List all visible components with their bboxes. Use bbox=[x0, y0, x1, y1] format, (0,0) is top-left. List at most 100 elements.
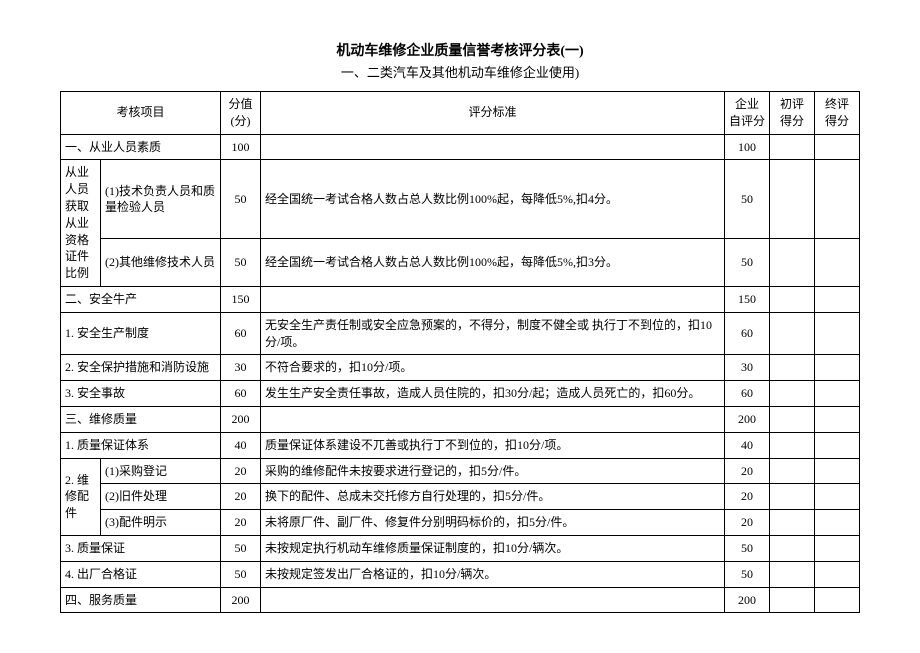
section1-r2-self: 50 bbox=[725, 239, 770, 287]
section3-r4-prelim bbox=[770, 561, 815, 587]
section3-r2c-sub: (3)配件明示 bbox=[101, 510, 221, 536]
section3-r4-item: 4. 出厂合格证 bbox=[61, 561, 221, 587]
section1-r1-prelim bbox=[770, 160, 815, 239]
section2-r1-score: 60 bbox=[221, 312, 261, 355]
section3-r2a-score: 20 bbox=[221, 458, 261, 484]
section2-r2-final bbox=[815, 355, 860, 381]
section3-r2c-self: 20 bbox=[725, 510, 770, 536]
section3-r2a-final bbox=[815, 458, 860, 484]
section1-title: 一、从业人员素质 bbox=[61, 134, 221, 160]
section2-r2: 2. 安全保护措施和消防设施 30 不符合要求的，扣10分/项。 30 bbox=[61, 355, 860, 381]
section3-r2a-self: 20 bbox=[725, 458, 770, 484]
section2-title: 二、安全牛产 bbox=[61, 286, 221, 312]
title-sub: 一、二类汽车及其他机动车维修企业使用) bbox=[60, 62, 860, 81]
section2-r1-final bbox=[815, 312, 860, 355]
section3-r3: 3. 质量保证 50 未按规定执行机动车维修质量保证制度的，扣10分/辆次。 5… bbox=[61, 535, 860, 561]
section1-self: 100 bbox=[725, 134, 770, 160]
section1-group: 从业人员获取从业资格证件比例 bbox=[61, 160, 101, 287]
section3-r4: 4. 出厂合格证 50 未按规定签发出厂合格证的，扣10分/辆次。 50 bbox=[61, 561, 860, 587]
section3-r4-score: 50 bbox=[221, 561, 261, 587]
section3-r1-score: 40 bbox=[221, 432, 261, 458]
section3-r4-final bbox=[815, 561, 860, 587]
section3-r3-criteria: 未按规定执行机动车维修质量保证制度的，扣10分/辆次。 bbox=[261, 535, 725, 561]
section3-r2c-score: 20 bbox=[221, 510, 261, 536]
section3-r2b-self: 20 bbox=[725, 484, 770, 510]
section1-r2-sub: (2)其他维修技术人员 bbox=[101, 239, 221, 287]
hdr-prelim: 初评 得分 bbox=[770, 92, 815, 135]
section2-score: 150 bbox=[221, 286, 261, 312]
section3-r2b-score: 20 bbox=[221, 484, 261, 510]
section1-r2-final bbox=[815, 239, 860, 287]
section3-r2c: (3)配件明示 20 未将原厂件、副厂件、修复件分别明码标价的，扣5分/件。 2… bbox=[61, 510, 860, 536]
section1-r1-criteria: 经全国统一考试合格人数占总人数比例100%起，每降低5%,扣4分。 bbox=[261, 160, 725, 239]
section3-r1-criteria: 质量保证体系建设不兀善或执行丁不到位的，扣10分/项。 bbox=[261, 432, 725, 458]
section3-r1-self: 40 bbox=[725, 432, 770, 458]
section1-r1-self: 50 bbox=[725, 160, 770, 239]
hdr-self: 企业 自评分 bbox=[725, 92, 770, 135]
section3-score: 200 bbox=[221, 406, 261, 432]
section2-r1-prelim bbox=[770, 312, 815, 355]
section2-r1-self: 60 bbox=[725, 312, 770, 355]
section3-r4-criteria: 未按规定签发出厂合格证的，扣10分/辆次。 bbox=[261, 561, 725, 587]
section3-r2c-criteria: 未将原厂件、副厂件、修复件分别明码标价的，扣5分/件。 bbox=[261, 510, 725, 536]
section4-title: 四、服务质量 bbox=[61, 587, 221, 613]
section1-final bbox=[815, 134, 860, 160]
section2-r2-criteria: 不符合要求的，扣10分/项。 bbox=[261, 355, 725, 381]
section2-r2-prelim bbox=[770, 355, 815, 381]
section3-r1: 1. 质量保证体系 40 质量保证体系建设不兀善或执行丁不到位的，扣10分/项。… bbox=[61, 432, 860, 458]
hdr-score: 分值(分) bbox=[221, 92, 261, 135]
section2-r3-final bbox=[815, 381, 860, 407]
section4-criteria bbox=[261, 587, 725, 613]
section3-final bbox=[815, 406, 860, 432]
section3-r2b-sub: (2)旧件处理 bbox=[101, 484, 221, 510]
section2-r2-item: 2. 安全保护措施和消防设施 bbox=[61, 355, 221, 381]
section2-header: 二、安全牛产 150 150 bbox=[61, 286, 860, 312]
section1-r2-criteria: 经全国统一考试合格人数占总人数比例100%起，每降低5%,扣3分。 bbox=[261, 239, 725, 287]
section3-r2c-final bbox=[815, 510, 860, 536]
section2-r3-self: 60 bbox=[725, 381, 770, 407]
section1-r2: (2)其他维修技术人员 50 经全国统一考试合格人数占总人数比例100%起，每降… bbox=[61, 239, 860, 287]
section3-criteria bbox=[261, 406, 725, 432]
section3-prelim bbox=[770, 406, 815, 432]
section3-r3-score: 50 bbox=[221, 535, 261, 561]
section2-r3-prelim bbox=[770, 381, 815, 407]
section3-r2c-prelim bbox=[770, 510, 815, 536]
section2-self: 150 bbox=[725, 286, 770, 312]
section2-r1: 1. 安全生产制度 60 无安全生产责任制或安全应急预案的，不得分，制度不健全或… bbox=[61, 312, 860, 355]
title-main: 机动车维修企业质量信誉考核评分表(一) bbox=[60, 40, 860, 60]
section2-r1-item: 1. 安全生产制度 bbox=[61, 312, 221, 355]
hdr-item: 考核项目 bbox=[61, 92, 221, 135]
section1-r2-prelim bbox=[770, 239, 815, 287]
section2-r3: 3. 安全事故 60 发生生产安全责任事故，造成人员住院的，扣30分/起；造成人… bbox=[61, 381, 860, 407]
section3-r1-prelim bbox=[770, 432, 815, 458]
section2-prelim bbox=[770, 286, 815, 312]
section2-r1-criteria: 无安全生产责任制或安全应急预案的，不得分，制度不健全或 执行丁不到位的，扣10分… bbox=[261, 312, 725, 355]
section1-header: 一、从业人员素质 100 100 bbox=[61, 134, 860, 160]
hdr-criteria: 评分标准 bbox=[261, 92, 725, 135]
section1-r2-score: 50 bbox=[221, 239, 261, 287]
section2-r2-self: 30 bbox=[725, 355, 770, 381]
section3-r2b-criteria: 换下的配件、总成未交托修方自行处理的，扣5分/件。 bbox=[261, 484, 725, 510]
section3-r2b: (2)旧件处理 20 换下的配件、总成未交托修方自行处理的，扣5分/件。 20 bbox=[61, 484, 860, 510]
section3-group: 2. 维修配件 bbox=[61, 458, 101, 535]
section3-header: 三、维修质量 200 200 bbox=[61, 406, 860, 432]
section3-r2b-final bbox=[815, 484, 860, 510]
section3-r4-self: 50 bbox=[725, 561, 770, 587]
section4-score: 200 bbox=[221, 587, 261, 613]
section3-self: 200 bbox=[725, 406, 770, 432]
section3-r3-item: 3. 质量保证 bbox=[61, 535, 221, 561]
section2-final bbox=[815, 286, 860, 312]
section1-r1-sub: (1)技术负责人员和质量检验人员 bbox=[101, 160, 221, 239]
section2-r3-score: 60 bbox=[221, 381, 261, 407]
section2-r3-item: 3. 安全事故 bbox=[61, 381, 221, 407]
section1-score: 100 bbox=[221, 134, 261, 160]
section4-prelim bbox=[770, 587, 815, 613]
section3-r2a-sub: (1)采购登记 bbox=[101, 458, 221, 484]
hdr-final: 终评 得分 bbox=[815, 92, 860, 135]
section2-r3-criteria: 发生生产安全责任事故，造成人员住院的，扣30分/起；造成人员死亡的，扣60分。 bbox=[261, 381, 725, 407]
section1-r1: 从业人员获取从业资格证件比例 (1)技术负责人员和质量检验人员 50 经全国统一… bbox=[61, 160, 860, 239]
section3-r2a: 2. 维修配件 (1)采购登记 20 采购的维修配件未按要求进行登记的，扣5分/… bbox=[61, 458, 860, 484]
section4-final bbox=[815, 587, 860, 613]
section3-r1-item: 1. 质量保证体系 bbox=[61, 432, 221, 458]
section3-r3-final bbox=[815, 535, 860, 561]
